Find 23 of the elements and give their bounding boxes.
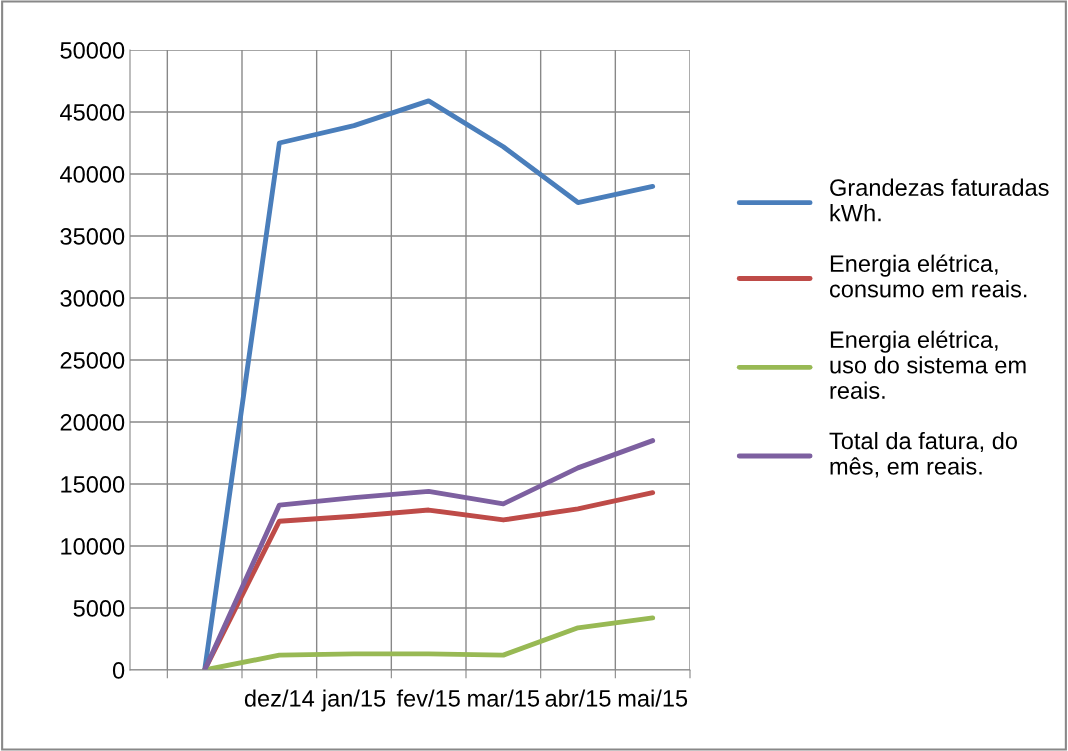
x-tick-label: dez/14 <box>244 689 315 707</box>
x-tick-label: abr/15 <box>545 689 611 707</box>
y-tick-label: 40000 <box>60 166 125 183</box>
line-series <box>202 438 656 670</box>
y-tick-label: 35000 <box>60 228 125 245</box>
y-tick-label: 30000 <box>60 290 125 307</box>
x-tick-label: mar/15 <box>468 689 540 707</box>
legend-label: Energia elétrica, uso do sistema em reais. <box>830 330 1026 399</box>
y-tick-label: 50000 <box>60 42 125 59</box>
y-tick-label: 20000 <box>60 414 125 431</box>
y-tick-label: 45000 <box>60 104 125 121</box>
legend-label: Grandezas faturadas kWh. <box>830 178 1049 222</box>
y-tick-label: 5000 <box>73 600 125 617</box>
legend-label: Total da fatura, do mês, em reais. <box>829 431 1017 478</box>
y-tick-label: 25000 <box>60 352 125 369</box>
line-series <box>202 98 656 670</box>
y-tick-label: 15000 <box>61 476 125 493</box>
x-tick-label: fev/15 <box>396 689 460 707</box>
y-tick-label: 10000 <box>61 538 125 555</box>
x-tick-label: mai/15 <box>618 689 688 707</box>
x-tick-label: jan/15 <box>321 689 386 712</box>
legend-label: Energia elétrica, consumo em reais. <box>829 254 1027 298</box>
y-tick-label: 0 <box>112 662 125 679</box>
